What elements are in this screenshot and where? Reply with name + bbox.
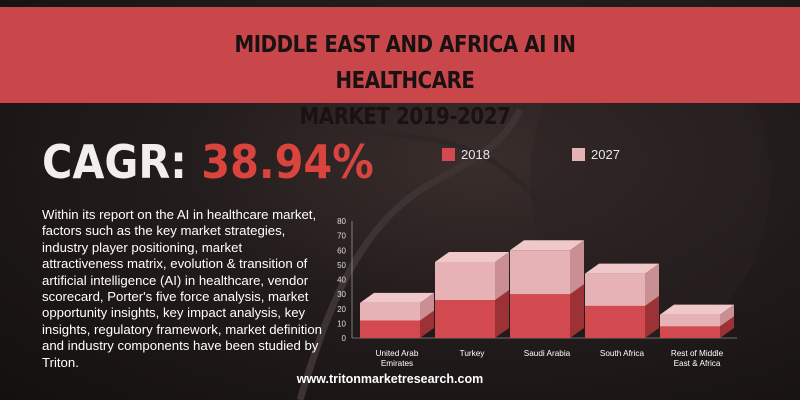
- x-tick-label: Rest of Middle: [671, 349, 724, 358]
- bar-2027-1: [435, 261, 495, 300]
- bar-side-2027-4: [720, 304, 734, 327]
- y-tick-label: 20: [337, 305, 346, 314]
- bar-2018-1: [435, 299, 495, 338]
- x-tick-label: Turkey: [460, 349, 486, 358]
- bar-side-2027-0: [420, 292, 434, 321]
- legend-label-2018: 2018: [461, 147, 490, 162]
- bar-side-2018-0: [420, 310, 434, 338]
- bar-2018-4: [660, 326, 720, 338]
- x-tick-label: East & Africa: [674, 359, 721, 368]
- y-tick-label: 0: [342, 334, 347, 343]
- cagr-headline: CAGR: 38.94%: [42, 132, 374, 192]
- legend-swatch-2018: [442, 148, 455, 161]
- y-tick-label: 40: [337, 276, 346, 285]
- page-title: MIDDLE EAST AND AFRICA AI IN HEALTHCARE …: [234, 32, 576, 130]
- bar-side-2018-3: [645, 295, 659, 338]
- y-tick-label: 50: [337, 261, 346, 270]
- y-tick-label: 30: [337, 290, 346, 299]
- report-description: Within its report on the AI in healthcar…: [42, 207, 322, 370]
- bar-side-2027-3: [645, 263, 659, 306]
- cagr-label: CAGR:: [42, 135, 187, 189]
- bar-side-2018-1: [495, 289, 509, 338]
- y-tick-label: 10: [337, 319, 346, 328]
- website-link[interactable]: www.tritonmarketresearch.com: [296, 372, 484, 386]
- x-tick-label: South Africa: [600, 349, 645, 358]
- y-tick-label: 60: [337, 246, 346, 255]
- cagr-value: 38.94%: [201, 135, 374, 189]
- bar-top-2027-1: [435, 251, 509, 262]
- bar-2018-0: [360, 320, 420, 338]
- bar-side-2018-2: [570, 284, 584, 338]
- bar-top-2027-0: [360, 292, 434, 303]
- legend-swatch-2027: [572, 148, 585, 161]
- y-tick-label: 80: [337, 217, 346, 226]
- bar-top-2027-3: [585, 263, 659, 274]
- bar-2018-2: [510, 294, 570, 338]
- title-banner: MIDDLE EAST AND AFRICA AI IN HEALTHCARE …: [0, 7, 800, 130]
- bar-2027-4: [660, 314, 720, 327]
- bar-2027-3: [585, 273, 645, 306]
- bar-top-2027-4: [660, 304, 734, 315]
- bar-2027-2: [510, 250, 570, 295]
- legend-label-2027: 2027: [591, 147, 620, 162]
- bar-2018-3: [585, 305, 645, 338]
- x-tick-label: United Arab: [376, 349, 419, 358]
- bar-side-2027-2: [570, 240, 584, 295]
- bar-side-2018-4: [720, 316, 734, 338]
- x-tick-label: Saudi Arabia: [524, 349, 571, 358]
- x-tick-label: Emirates: [381, 359, 413, 368]
- bar-side-2027-1: [495, 251, 509, 300]
- bar-top-2027-2: [510, 240, 584, 251]
- bar-2027-0: [360, 302, 420, 321]
- y-tick-label: 70: [337, 232, 346, 241]
